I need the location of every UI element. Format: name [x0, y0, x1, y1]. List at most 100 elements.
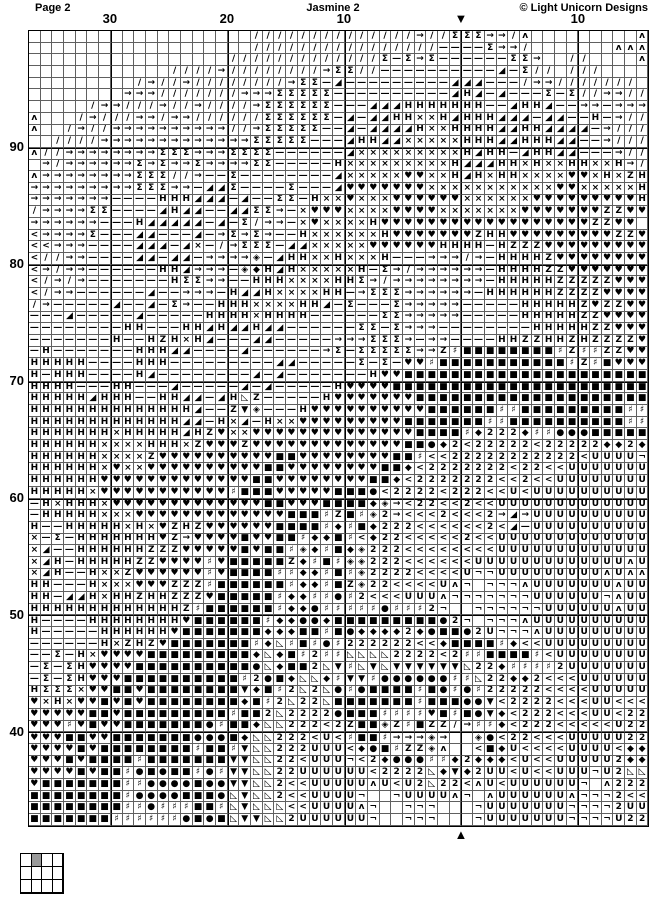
grid-cell: ▼: [251, 814, 263, 826]
grid-cell: ♥: [99, 650, 111, 663]
row-number: 50: [9, 606, 24, 622]
grid-cell: ♥: [75, 755, 88, 768]
grid-cell: ■: [227, 556, 240, 569]
grid-cell: 2: [379, 580, 392, 592]
grid-cell: —: [590, 124, 602, 137]
grid-cell: ʌ: [625, 568, 637, 581]
copyright-label: © Light Unicorn Designs: [519, 2, 649, 14]
grid-cell: U: [554, 521, 567, 534]
grid-cell: H: [531, 136, 544, 148]
grid-cell: [99, 42, 111, 55]
grid-cell: U: [590, 486, 602, 499]
grid-cell: ♥: [566, 206, 579, 218]
grid-cell: →: [274, 206, 287, 218]
grid-cell: ♥: [438, 218, 450, 230]
grid-cell: U: [519, 556, 532, 569]
grid-cell: ♥: [578, 241, 590, 254]
grid-cell: ♯: [321, 545, 333, 557]
grid-cell: <: [297, 790, 310, 803]
grid-cell: ■: [519, 405, 532, 417]
grid-cell: [554, 42, 567, 55]
grid-cell: /: [122, 112, 135, 125]
grid-cell: ◺: [251, 790, 263, 803]
grid-cell: U: [484, 767, 497, 779]
grid-cell: ♯: [321, 592, 333, 604]
grid-cell: 2: [344, 638, 357, 651]
grid-cell: →: [391, 276, 403, 289]
grid-cell: ♥: [122, 475, 135, 487]
grid-cell: 2: [321, 708, 333, 721]
grid-cell: H: [52, 486, 65, 499]
grid-cell: →: [426, 253, 439, 265]
grid-cell: ♥: [192, 486, 205, 499]
grid-cell: H: [75, 521, 88, 534]
grid-cell: —: [297, 381, 310, 394]
grid-cell: U: [531, 510, 544, 522]
grid-cell: ◆: [496, 755, 509, 768]
grid-cell: —: [262, 369, 275, 382]
grid-cell: ◆: [251, 264, 263, 277]
grid-cell: [367, 790, 380, 803]
grid-cell: <: [449, 510, 462, 522]
grid-cell: H: [75, 498, 88, 511]
grid-cell: —: [145, 276, 158, 289]
grid-cell: →: [216, 124, 228, 137]
grid-cell: —: [321, 171, 333, 183]
grid-cell: →: [426, 311, 439, 324]
grid-cell: ʌ: [473, 779, 485, 791]
grid-cell: U: [625, 498, 637, 511]
grid-cell: ♥: [204, 498, 216, 511]
grid-cell: H: [122, 603, 135, 616]
grid-cell: ■: [216, 697, 228, 709]
grid-cell: —: [332, 147, 345, 160]
grid-cell: →: [180, 124, 193, 137]
grid-cell: →: [403, 334, 415, 347]
grid-cell: U: [613, 510, 626, 522]
grid-cell: Z: [134, 592, 146, 604]
grid-cell: U: [613, 498, 626, 511]
grid-cell: →: [204, 147, 216, 160]
grid-cell: 2: [519, 708, 532, 721]
grid-cell: <: [508, 720, 520, 733]
grid-cell: ♥: [169, 475, 181, 487]
grid-cell: ♥: [625, 299, 637, 312]
grid-cell: /: [601, 77, 614, 90]
grid-cell: ♥: [227, 498, 240, 511]
grid-cell: →: [180, 533, 193, 546]
grid-cell: ×: [134, 463, 146, 476]
grid-cell: ¬: [566, 814, 579, 826]
grid-cell: ♥: [180, 498, 193, 511]
grid-cell: —: [110, 194, 123, 207]
grid-cell: →: [75, 218, 88, 230]
grid-cell: H: [531, 253, 544, 265]
grid-cell: H: [29, 451, 41, 464]
grid-cell: /: [391, 42, 403, 55]
grid-cell: ×: [309, 276, 322, 289]
grid-cell: —: [566, 101, 579, 113]
grid-cell: H: [496, 276, 509, 289]
grid-cell: —: [99, 253, 111, 265]
grid-cell: ♥: [40, 743, 53, 756]
grid-cell: 2: [519, 732, 532, 744]
grid-cell: Ʃ: [297, 124, 310, 137]
grid-cell: H: [554, 323, 567, 335]
grid-cell: ♯: [122, 779, 135, 791]
grid-cell: ♥: [216, 475, 228, 487]
grid-cell: <: [613, 697, 626, 709]
grid-cell: →: [29, 194, 41, 207]
grid-cell: ■: [227, 685, 240, 698]
grid-cell: U: [543, 486, 555, 499]
grid-cell: ◢: [461, 159, 474, 172]
grid-cell: H: [543, 276, 555, 289]
grid-cell: ♯: [204, 556, 216, 569]
grid-cell: —: [332, 311, 345, 324]
grid-cell: /: [227, 77, 240, 90]
grid-cell: H: [484, 147, 497, 160]
grid-cell: —: [461, 299, 474, 312]
grid-cell: U: [601, 451, 614, 464]
grid-cell: ♥: [613, 276, 626, 289]
grid-cell: 2: [636, 708, 649, 721]
grid-cell: [449, 603, 462, 616]
grid-cell: H: [449, 241, 462, 254]
